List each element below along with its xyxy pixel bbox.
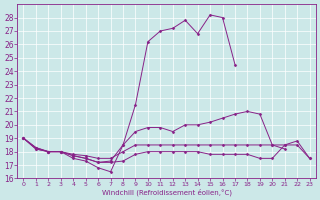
X-axis label: Windchill (Refroidissement éolien,°C): Windchill (Refroidissement éolien,°C) <box>101 188 232 196</box>
